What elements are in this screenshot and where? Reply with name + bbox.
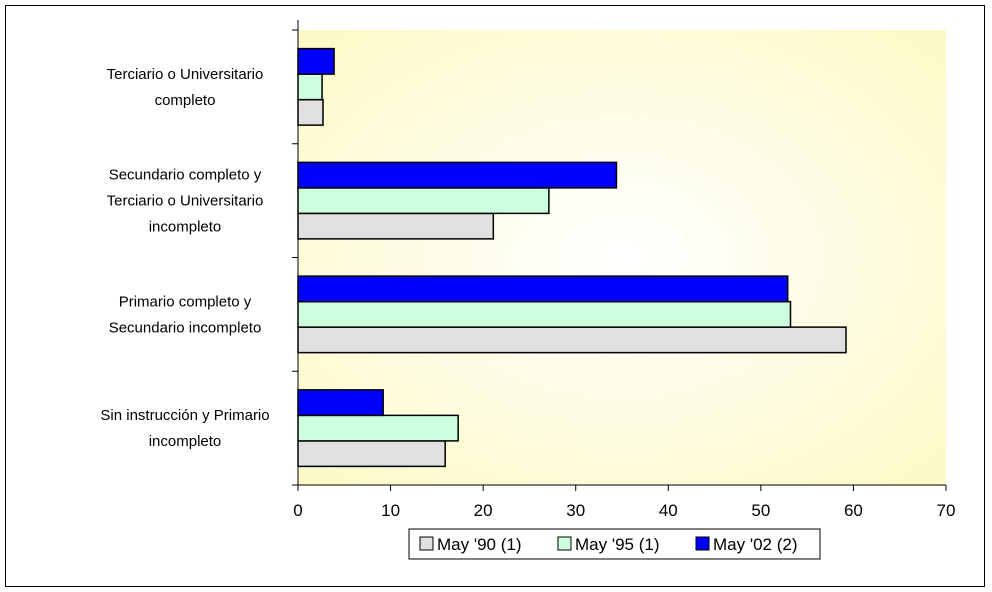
x-tick-label: 0 — [293, 501, 302, 520]
plot-area — [298, 30, 946, 485]
legend-label: May '95 (1) — [575, 535, 660, 554]
legend: May '90 (1) May '95 (1) May '02 (2) — [408, 528, 821, 560]
x-tick-label: 70 — [937, 501, 956, 520]
x-tick-label: 40 — [659, 501, 678, 520]
bar-may-95-1-cat-3 — [297, 73, 323, 101]
bar-may-02-2-cat-3 — [297, 47, 335, 75]
x-tick-label: 10 — [381, 501, 400, 520]
bar-may-95-1-cat-0 — [297, 414, 459, 442]
legend-swatch — [557, 536, 572, 551]
bar-may-90-1-cat-1 — [297, 326, 847, 354]
category-label: Primario completo y Secundario incompleto — [109, 293, 262, 336]
bar-may-95-1-cat-1 — [297, 300, 792, 328]
x-tick-label: 50 — [751, 501, 770, 520]
bar-may-02-2-cat-2 — [297, 161, 618, 189]
legend-label: May '90 (1) — [437, 535, 522, 554]
bar-may-95-1-cat-2 — [297, 187, 550, 215]
x-tick-label: 30 — [566, 501, 585, 520]
legend-swatch — [419, 536, 434, 551]
bar-may-90-1-cat-0 — [297, 440, 446, 468]
bar-may-90-1-cat-3 — [297, 98, 324, 126]
category-label: Secundario completo y Terciario o Univers… — [107, 167, 264, 236]
x-tick-label: 20 — [474, 501, 493, 520]
bar-may-90-1-cat-2 — [297, 212, 495, 240]
bar-may-02-2-cat-1 — [297, 275, 789, 303]
category-label: Terciario o Universitario completo — [107, 66, 264, 109]
category-label: Sin instrucción y Primario incompleto — [100, 407, 269, 450]
bar-may-02-2-cat-0 — [297, 389, 384, 417]
legend-label: May '02 (2) — [713, 535, 798, 554]
legend-box — [408, 528, 821, 560]
legend-swatch — [695, 536, 710, 551]
x-tick-label: 60 — [844, 501, 863, 520]
